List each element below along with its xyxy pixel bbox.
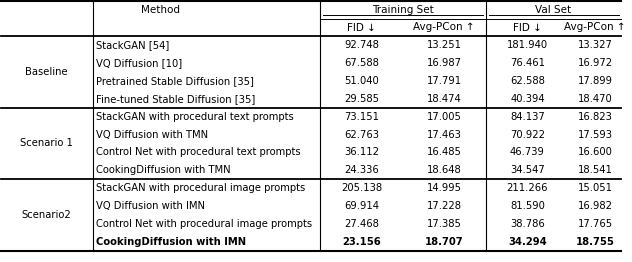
Text: 13.251: 13.251 xyxy=(427,40,462,50)
Text: 18.707: 18.707 xyxy=(425,237,463,247)
Text: FID ↓: FID ↓ xyxy=(513,23,542,32)
Text: 70.922: 70.922 xyxy=(510,130,545,140)
Text: 17.765: 17.765 xyxy=(578,219,612,229)
Text: 46.739: 46.739 xyxy=(510,148,545,157)
Text: 17.385: 17.385 xyxy=(427,219,462,229)
Text: 18.755: 18.755 xyxy=(576,237,614,247)
Text: Scenario 1: Scenario 1 xyxy=(20,139,73,149)
Text: 16.600: 16.600 xyxy=(578,148,612,157)
Text: 34.294: 34.294 xyxy=(508,237,547,247)
Text: 73.151: 73.151 xyxy=(344,112,379,122)
Text: StackGAN with procedural text prompts: StackGAN with procedural text prompts xyxy=(96,112,294,122)
Text: 92.748: 92.748 xyxy=(344,40,379,50)
Text: 211.266: 211.266 xyxy=(507,183,548,193)
Text: 181.940: 181.940 xyxy=(507,40,548,50)
Text: Fine-tuned Stable Diffusion [35]: Fine-tuned Stable Diffusion [35] xyxy=(96,94,255,104)
Text: 81.590: 81.590 xyxy=(510,201,545,211)
Text: 38.786: 38.786 xyxy=(510,219,545,229)
Text: Avg-PCon ↑: Avg-PCon ↑ xyxy=(413,23,475,32)
Text: Pretrained Stable Diffusion [35]: Pretrained Stable Diffusion [35] xyxy=(96,76,254,86)
Text: 62.588: 62.588 xyxy=(510,76,545,86)
Text: 17.228: 17.228 xyxy=(427,201,462,211)
Text: 34.547: 34.547 xyxy=(510,165,545,175)
Text: 15.051: 15.051 xyxy=(578,183,612,193)
Text: VQ Diffusion with TMN: VQ Diffusion with TMN xyxy=(96,130,209,140)
Text: 16.485: 16.485 xyxy=(427,148,462,157)
Text: 40.394: 40.394 xyxy=(510,94,545,104)
Text: 29.585: 29.585 xyxy=(344,94,379,104)
Text: Val Set: Val Set xyxy=(535,5,571,15)
Text: 18.648: 18.648 xyxy=(427,165,461,175)
Text: Control Net with procedural text prompts: Control Net with procedural text prompts xyxy=(96,148,301,157)
Text: 18.474: 18.474 xyxy=(427,94,461,104)
Text: 13.327: 13.327 xyxy=(578,40,612,50)
Text: 76.461: 76.461 xyxy=(510,58,545,68)
Text: Baseline: Baseline xyxy=(25,67,68,77)
Text: 23.156: 23.156 xyxy=(342,237,381,247)
Text: 16.972: 16.972 xyxy=(578,58,612,68)
Text: Method: Method xyxy=(141,5,180,15)
Text: 69.914: 69.914 xyxy=(344,201,379,211)
Text: Training Set: Training Set xyxy=(372,5,434,15)
Text: 84.137: 84.137 xyxy=(510,112,545,122)
Text: 18.541: 18.541 xyxy=(578,165,612,175)
Text: 51.040: 51.040 xyxy=(344,76,379,86)
Text: 16.823: 16.823 xyxy=(578,112,612,122)
Text: 36.112: 36.112 xyxy=(344,148,379,157)
Text: 24.336: 24.336 xyxy=(344,165,379,175)
Text: 205.138: 205.138 xyxy=(341,183,382,193)
Text: 17.899: 17.899 xyxy=(578,76,612,86)
Text: 16.982: 16.982 xyxy=(578,201,612,211)
Text: 17.005: 17.005 xyxy=(427,112,462,122)
Text: 16.987: 16.987 xyxy=(427,58,462,68)
Text: CookingDiffusion with IMN: CookingDiffusion with IMN xyxy=(96,237,246,247)
Text: 27.468: 27.468 xyxy=(344,219,379,229)
Text: VQ Diffusion with IMN: VQ Diffusion with IMN xyxy=(96,201,205,211)
Text: Avg-PCon ↑: Avg-PCon ↑ xyxy=(564,23,626,32)
Text: StackGAN with procedural image prompts: StackGAN with procedural image prompts xyxy=(96,183,305,193)
Text: 67.588: 67.588 xyxy=(344,58,379,68)
Text: 18.470: 18.470 xyxy=(578,94,612,104)
Text: FID ↓: FID ↓ xyxy=(347,23,376,32)
Text: 14.995: 14.995 xyxy=(427,183,462,193)
Text: Scenario2: Scenario2 xyxy=(21,210,71,220)
Text: StackGAN [54]: StackGAN [54] xyxy=(96,40,169,50)
Text: CookingDiffusion with TMN: CookingDiffusion with TMN xyxy=(96,165,231,175)
Text: VQ Diffusion [10]: VQ Diffusion [10] xyxy=(96,58,183,68)
Text: Control Net with procedural image prompts: Control Net with procedural image prompt… xyxy=(96,219,312,229)
Text: 17.791: 17.791 xyxy=(427,76,462,86)
Text: 62.763: 62.763 xyxy=(344,130,379,140)
Text: 17.463: 17.463 xyxy=(427,130,462,140)
Text: 17.593: 17.593 xyxy=(578,130,612,140)
